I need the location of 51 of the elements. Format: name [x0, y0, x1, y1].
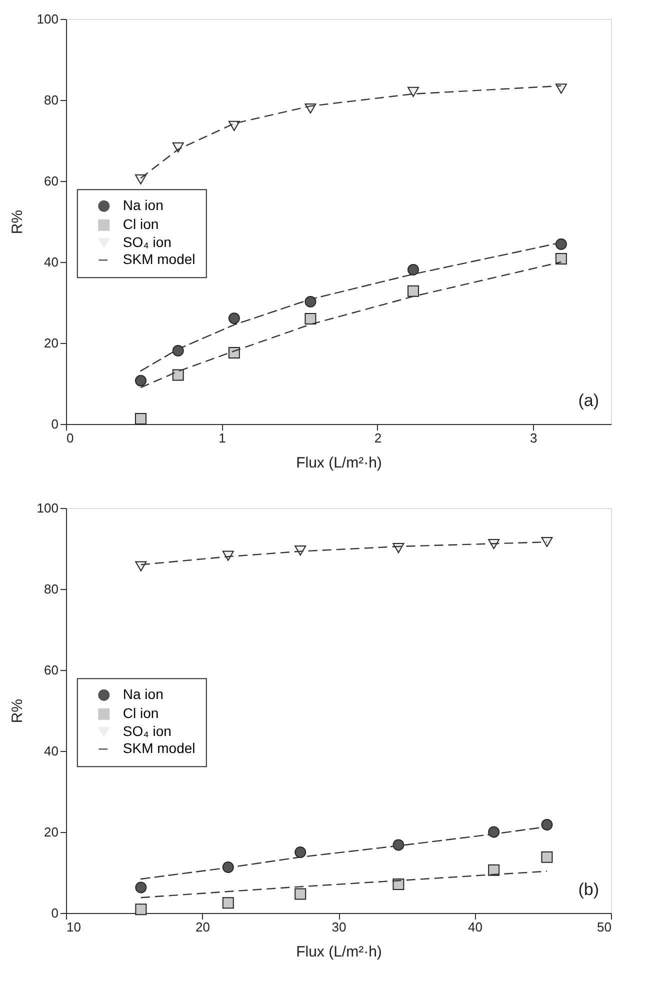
- legend-label: SKM model: [122, 740, 196, 756]
- legend-label: SO₄ ion: [122, 234, 172, 250]
- x-tick-label: 0: [66, 430, 74, 446]
- point: [228, 346, 240, 358]
- y-tick-label: 0: [51, 416, 58, 432]
- point: [408, 86, 419, 97]
- y-tick-label: 60: [44, 662, 58, 678]
- x-axis-title: Flux (L/m²·h): [296, 944, 382, 960]
- y-tick-label: 40: [44, 254, 58, 270]
- annotation: (b): [578, 880, 599, 899]
- legend-label: SKM model: [122, 251, 196, 268]
- point: [408, 285, 419, 297]
- y-tick-label: 20: [44, 336, 58, 350]
- y-tick-label: 0: [51, 906, 58, 920]
- point: [555, 238, 567, 250]
- annotation: (a): [578, 391, 599, 410]
- legend-label: Na ion: [122, 197, 164, 214]
- point: [304, 296, 316, 308]
- x-tick-label: 3: [530, 430, 538, 446]
- y-tick-label: 100: [36, 500, 58, 516]
- x-tick-label: 1: [218, 430, 226, 446]
- legend-label: Na ion: [122, 686, 164, 702]
- y-axis-title: R%: [8, 698, 26, 724]
- y-tick-label: 40: [44, 744, 58, 758]
- point: [135, 412, 146, 424]
- point: [408, 264, 419, 276]
- x-tick-label: 30: [332, 920, 346, 934]
- point: [172, 142, 184, 152]
- y-tick-label: 60: [44, 174, 58, 188]
- legend-label: Cl ion: [122, 216, 159, 232]
- y-tick-label: 100: [36, 12, 58, 26]
- point: [172, 344, 184, 356]
- point: [172, 369, 184, 381]
- y-tick-label: 20: [44, 824, 58, 840]
- point: [135, 374, 146, 386]
- point: [228, 312, 240, 324]
- x-tick-label: 2: [374, 430, 382, 446]
- point: [555, 84, 567, 94]
- x-tick-label: 10: [66, 920, 81, 934]
- point: [555, 253, 567, 265]
- legend-label: Cl ion: [122, 705, 159, 722]
- y-tick-label: 80: [44, 582, 58, 596]
- y-tick-label: 80: [44, 92, 58, 108]
- legend-label: SO₄ ion: [122, 723, 172, 740]
- x-tick-label: 50: [597, 920, 612, 934]
- x-tick-label: 40: [468, 920, 482, 934]
- x-tick-label: 20: [196, 920, 210, 934]
- x-axis-title: Flux (L/m²·h): [296, 454, 382, 472]
- point: [304, 312, 316, 324]
- y-axis-title: R%: [8, 210, 26, 234]
- point: [228, 120, 240, 131]
